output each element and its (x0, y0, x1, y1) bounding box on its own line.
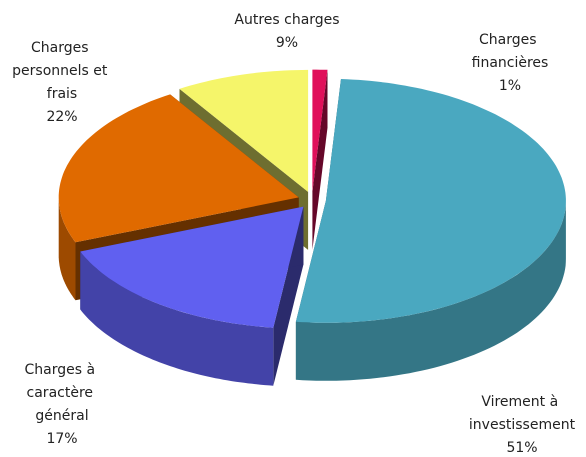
slice-side (295, 200, 566, 381)
slice-side (80, 251, 274, 386)
slice-edge (312, 69, 328, 250)
slice-label: Charges personnels et frais (12, 40, 112, 102)
slice-side (58, 197, 76, 301)
value-label: 9% (276, 35, 298, 51)
value-label: 1% (499, 78, 521, 94)
slice (80, 206, 304, 328)
slice-label: Virement à investissement (469, 394, 576, 433)
value-label: 17% (46, 431, 77, 447)
slice (295, 79, 566, 323)
slice (312, 69, 328, 192)
value-label: 22% (46, 109, 77, 125)
slice (179, 69, 309, 192)
value-label: 51% (506, 440, 537, 456)
slice-label: Charges à caractère général (24, 362, 99, 424)
slice-label: Autres charges (234, 12, 339, 28)
slice (58, 94, 299, 243)
slice-label: Charges financières (472, 32, 549, 71)
